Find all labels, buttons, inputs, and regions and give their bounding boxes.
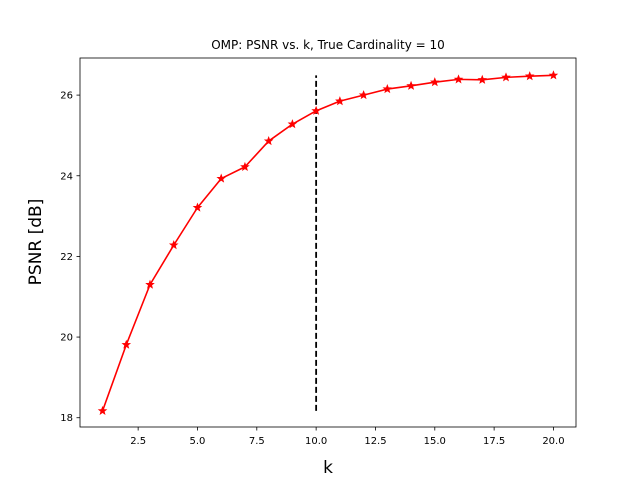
plot-area: 2.5 5.0 7.5 10.0 12.5 15.0 17.5 20.0 18 20 22 24 26: [60, 57, 577, 447]
series-line: [101, 74, 554, 412]
data-point: [477, 74, 488, 84]
data-point: [121, 339, 132, 349]
x-tick-label: 2.5: [130, 436, 146, 447]
data-point: [453, 74, 464, 84]
data-point: [311, 105, 321, 115]
x-tick-label: 10.0: [305, 436, 327, 447]
data-point: [358, 90, 369, 100]
data-point: [240, 161, 250, 171]
x-tick-label: 15.0: [424, 436, 446, 447]
x-tick-label: 12.5: [364, 436, 386, 447]
chart-title: OMP: PSNR vs. k, True Cardinality = 10: [211, 38, 445, 52]
data-point: [168, 240, 179, 250]
y-tick-label: 22: [60, 252, 73, 263]
x-axis-label: k: [323, 458, 333, 478]
axes-frame: [79, 57, 577, 428]
data-point: [335, 96, 345, 106]
data-point: [524, 71, 535, 81]
data-point: [216, 173, 226, 183]
x-tick-label: 20.0: [542, 436, 564, 447]
data-point: [382, 84, 393, 94]
data-point: [430, 77, 440, 87]
x-tick-label: 7.5: [249, 436, 265, 447]
x-tick-label: 17.5: [483, 436, 505, 447]
data-point: [548, 70, 559, 80]
data-point: [145, 279, 155, 289]
y-axis-label: PSNR [dB]: [26, 199, 46, 286]
y-tick-label: 18: [60, 413, 73, 424]
data-point: [192, 202, 203, 212]
data-point: [501, 72, 511, 82]
data-point: [287, 119, 298, 129]
y-tick-label: 26: [60, 91, 73, 102]
data-point: [263, 136, 274, 146]
data-point: [97, 405, 108, 415]
data-point: [406, 80, 416, 90]
x-tick-label: 5.0: [190, 436, 206, 447]
y-tick-label: 24: [60, 171, 73, 182]
y-tick-label: 20: [60, 333, 73, 344]
